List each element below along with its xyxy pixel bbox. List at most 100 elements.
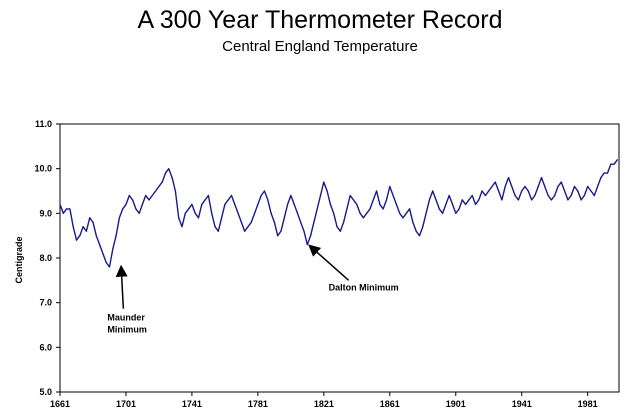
data-point [197,217,200,219]
data-point [125,203,127,205]
data-point [98,244,101,246]
data-point [389,185,391,188]
data-point [75,239,78,241]
data-point [491,185,493,188]
x-tick-label: 1861 [380,399,400,409]
data-point [461,199,463,201]
data-point [399,212,401,214]
data-point [191,203,193,205]
data-point [507,177,510,179]
data-point [161,181,163,183]
data-point [283,217,285,219]
series-line [59,159,618,268]
data-point [441,212,444,214]
data-point [220,217,223,219]
data-point [181,226,183,228]
y-tick-label: 10.0 [34,164,52,174]
y-tick-label: 8.0 [39,253,52,263]
data-point [455,212,457,214]
data-point [346,208,348,210]
data-point [230,194,233,197]
annotation-label: Dalton Minimum [329,282,399,292]
data-point [372,199,374,201]
data-point [484,194,487,197]
plot-frame [59,123,620,393]
data-point [468,199,470,201]
data-point [250,221,252,223]
data-point [201,203,203,205]
data-point [474,203,477,205]
y-tick-label: 7.0 [39,298,52,308]
data-point [534,194,536,197]
data-point [567,199,569,201]
data-point [349,194,351,197]
data-point [590,190,592,192]
chart-title: A 300 Year Thermometer Record [137,6,503,34]
data-point [359,212,361,214]
data-point [155,190,157,192]
data-point [227,199,229,201]
data-point [376,190,378,192]
data-point [217,230,219,232]
data-point [79,235,81,237]
data-point [418,235,421,237]
data-point [596,185,599,188]
data-point [85,230,87,232]
data-point [415,230,417,232]
x-tick-label: 1941 [512,399,532,409]
data-point [69,208,71,210]
annotation-arrow [115,264,128,309]
x-tick-label: 1781 [248,399,268,409]
data-point [115,235,117,237]
data-point [135,208,137,210]
chart-subtitle: Central England Temperature [222,38,418,55]
data-point [319,194,322,197]
data-point [356,203,358,205]
data-point [435,199,437,201]
data-point [563,190,566,192]
data-point [385,199,388,201]
data-point [234,203,236,205]
data-point [178,217,180,219]
data-point [577,190,579,192]
annotation-label: Maunder [107,313,145,323]
data-point [105,261,107,264]
data-point [247,226,249,228]
data-point [194,212,196,214]
data-point [267,199,269,201]
data-point [527,190,529,192]
data-point [82,226,84,228]
data-point [122,208,124,210]
data-point [438,208,440,210]
data-point [600,177,602,179]
data-point [293,203,295,205]
data-point [580,199,582,201]
data-point [583,194,585,197]
data-point [263,190,266,192]
data-point [432,190,434,192]
data-point [524,185,526,188]
y-axis-label: Centigrade [14,236,24,283]
data-point [422,226,424,228]
data-point [540,177,543,179]
x-axis: 1661 1701 1741 1781 1821 1861 1901 1941 1981 [50,392,598,409]
y-tick-label: 11.0 [35,119,52,129]
data-point [224,203,226,205]
annotation-label: Minimum [107,325,146,335]
annotations-layer: Maunder Minimum Dalton Minimum [107,244,399,335]
data-point [286,203,289,205]
data-point [517,199,520,201]
data-point [362,217,365,219]
data-point [164,172,167,174]
data-point [240,221,242,223]
data-point [366,212,368,214]
data-point [379,203,381,205]
data-point [521,190,523,192]
data-point [158,185,160,188]
data-point [273,221,275,223]
data-point [270,212,272,214]
data-point [174,190,177,192]
data-point [616,159,618,161]
y-tick-label: 6.0 [39,342,52,352]
